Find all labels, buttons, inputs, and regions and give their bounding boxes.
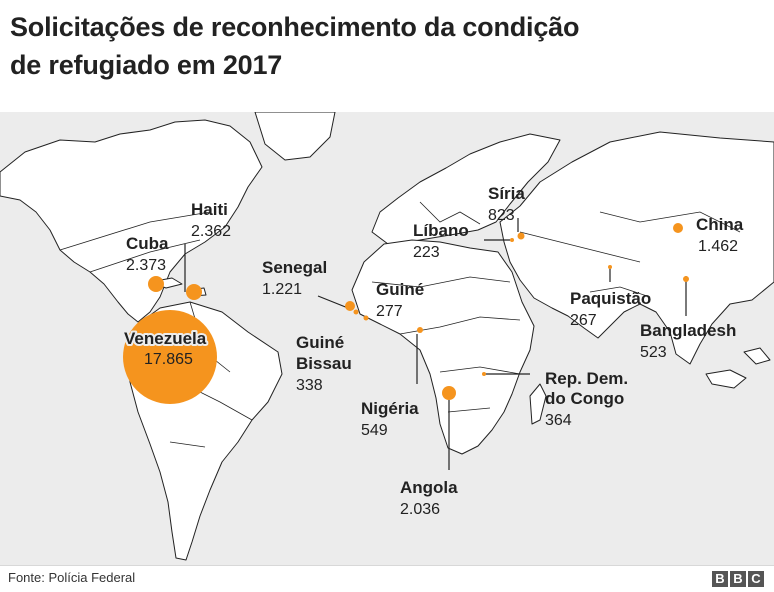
label-china-name: China bbox=[696, 215, 744, 234]
bubble-paquistao[interactable] bbox=[608, 265, 612, 269]
land-masses bbox=[0, 112, 774, 561]
africa-landmass bbox=[351, 239, 535, 455]
label-bangladesh-name: Bangladesh bbox=[640, 321, 736, 340]
source-text: Fonte: Polícia Federal bbox=[8, 570, 136, 585]
bubble-bangladesh[interactable] bbox=[683, 276, 689, 282]
label-angola-name: Angola bbox=[400, 478, 458, 497]
label-guine-bissau-name-2: Bissau bbox=[296, 354, 352, 373]
label-nigeria-name: Nigéria bbox=[361, 399, 419, 418]
bubbles bbox=[123, 223, 689, 404]
labels: Haiti 2.362 Cuba 2.373 Venezuela 17.865 … bbox=[122, 184, 744, 518]
label-china-value: 1.462 bbox=[698, 238, 738, 255]
europe-landmass bbox=[371, 133, 561, 245]
north-america-landmass bbox=[0, 119, 263, 323]
label-siria-name: Síria bbox=[488, 184, 525, 203]
label-venezuela-value: 17.865 bbox=[144, 351, 193, 368]
label-libano-value: 223 bbox=[413, 244, 440, 261]
bbc-logo[interactable]: B B C bbox=[712, 571, 764, 587]
bubble-angola[interactable] bbox=[442, 386, 456, 400]
label-guine-bissau-name-1: Guiné bbox=[296, 333, 344, 352]
southeast-asia-islands bbox=[705, 347, 771, 389]
label-siria-value: 823 bbox=[488, 207, 515, 224]
leader-lines bbox=[184, 218, 687, 470]
label-guine-value: 277 bbox=[376, 303, 403, 320]
label-bangladesh-value: 523 bbox=[640, 344, 667, 361]
label-venezuela-name: Venezuela bbox=[124, 329, 207, 348]
title-line-2: de refugiado em 2017 bbox=[10, 50, 283, 80]
bubble-senegal[interactable] bbox=[345, 301, 355, 311]
bbc-logo-letter-1: B bbox=[712, 571, 728, 587]
bubble-cuba[interactable] bbox=[148, 276, 164, 292]
label-guine-bissau-value: 338 bbox=[296, 377, 323, 394]
bubble-guine-bissau[interactable] bbox=[353, 309, 359, 315]
label-paquistao-value: 267 bbox=[570, 312, 597, 329]
asia-landmass bbox=[499, 131, 774, 365]
bubble-siria[interactable] bbox=[517, 232, 525, 240]
label-haiti-value: 2.362 bbox=[191, 223, 231, 240]
bubble-rdc[interactable] bbox=[482, 372, 486, 376]
map-title: Solicitações de reconhecimento da condiç… bbox=[10, 8, 764, 84]
bbc-logo-letter-2: B bbox=[730, 571, 746, 587]
label-libano-name: Líbano bbox=[413, 221, 469, 240]
bubble-haiti[interactable] bbox=[186, 284, 202, 300]
title-line-1: Solicitações de reconhecimento da condiç… bbox=[10, 12, 580, 42]
label-nigeria-value: 549 bbox=[361, 422, 388, 439]
bubble-libano[interactable] bbox=[510, 238, 514, 242]
label-haiti-name: Haiti bbox=[191, 200, 228, 219]
bubble-china[interactable] bbox=[673, 223, 683, 233]
world-map-svg: Haiti 2.362 Cuba 2.373 Venezuela 17.865 … bbox=[0, 112, 774, 561]
label-rdc-name-1: Rep. Dem. bbox=[545, 369, 628, 388]
label-guine-name: Guiné bbox=[376, 280, 424, 299]
label-paquistao-name: Paquistão bbox=[570, 289, 651, 308]
greenland-landmass bbox=[254, 112, 336, 161]
footer: Fonte: Polícia Federal B B C bbox=[0, 565, 774, 592]
label-rdc-name-2: do Congo bbox=[545, 389, 624, 408]
label-senegal-value: 1.221 bbox=[262, 281, 302, 298]
label-senegal-name: Senegal bbox=[262, 258, 327, 277]
bbc-logo-letter-3: C bbox=[748, 571, 764, 587]
label-rdc-value: 364 bbox=[545, 412, 572, 429]
world-map: Haiti 2.362 Cuba 2.373 Venezuela 17.865 … bbox=[0, 112, 774, 565]
bubble-venezuela[interactable] bbox=[123, 310, 217, 404]
bubble-guine[interactable] bbox=[363, 315, 369, 321]
label-angola-value: 2.036 bbox=[400, 501, 440, 518]
label-cuba-value: 2.373 bbox=[126, 257, 166, 274]
bubble-nigeria[interactable] bbox=[417, 327, 423, 333]
madagascar-landmass bbox=[529, 383, 547, 425]
label-cuba-name: Cuba bbox=[126, 234, 169, 253]
